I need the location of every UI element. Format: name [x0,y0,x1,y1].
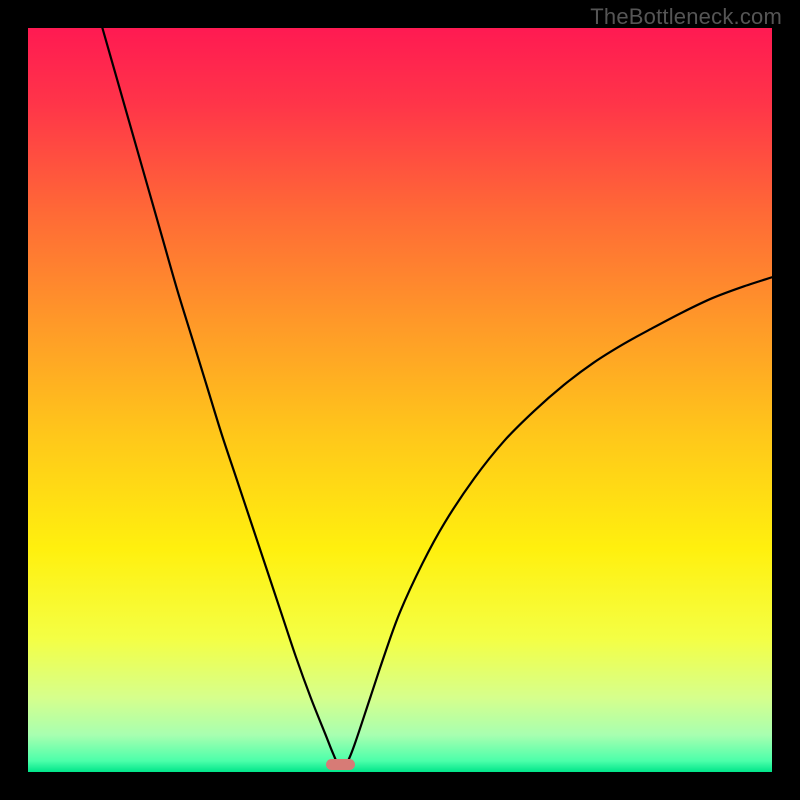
plot-svg [28,28,772,772]
chart-container: TheBottleneck.com [0,0,800,800]
gradient-background [28,28,772,772]
watermark-text: TheBottleneck.com [590,4,782,30]
plot-area [28,28,772,772]
optimum-marker [326,759,354,771]
